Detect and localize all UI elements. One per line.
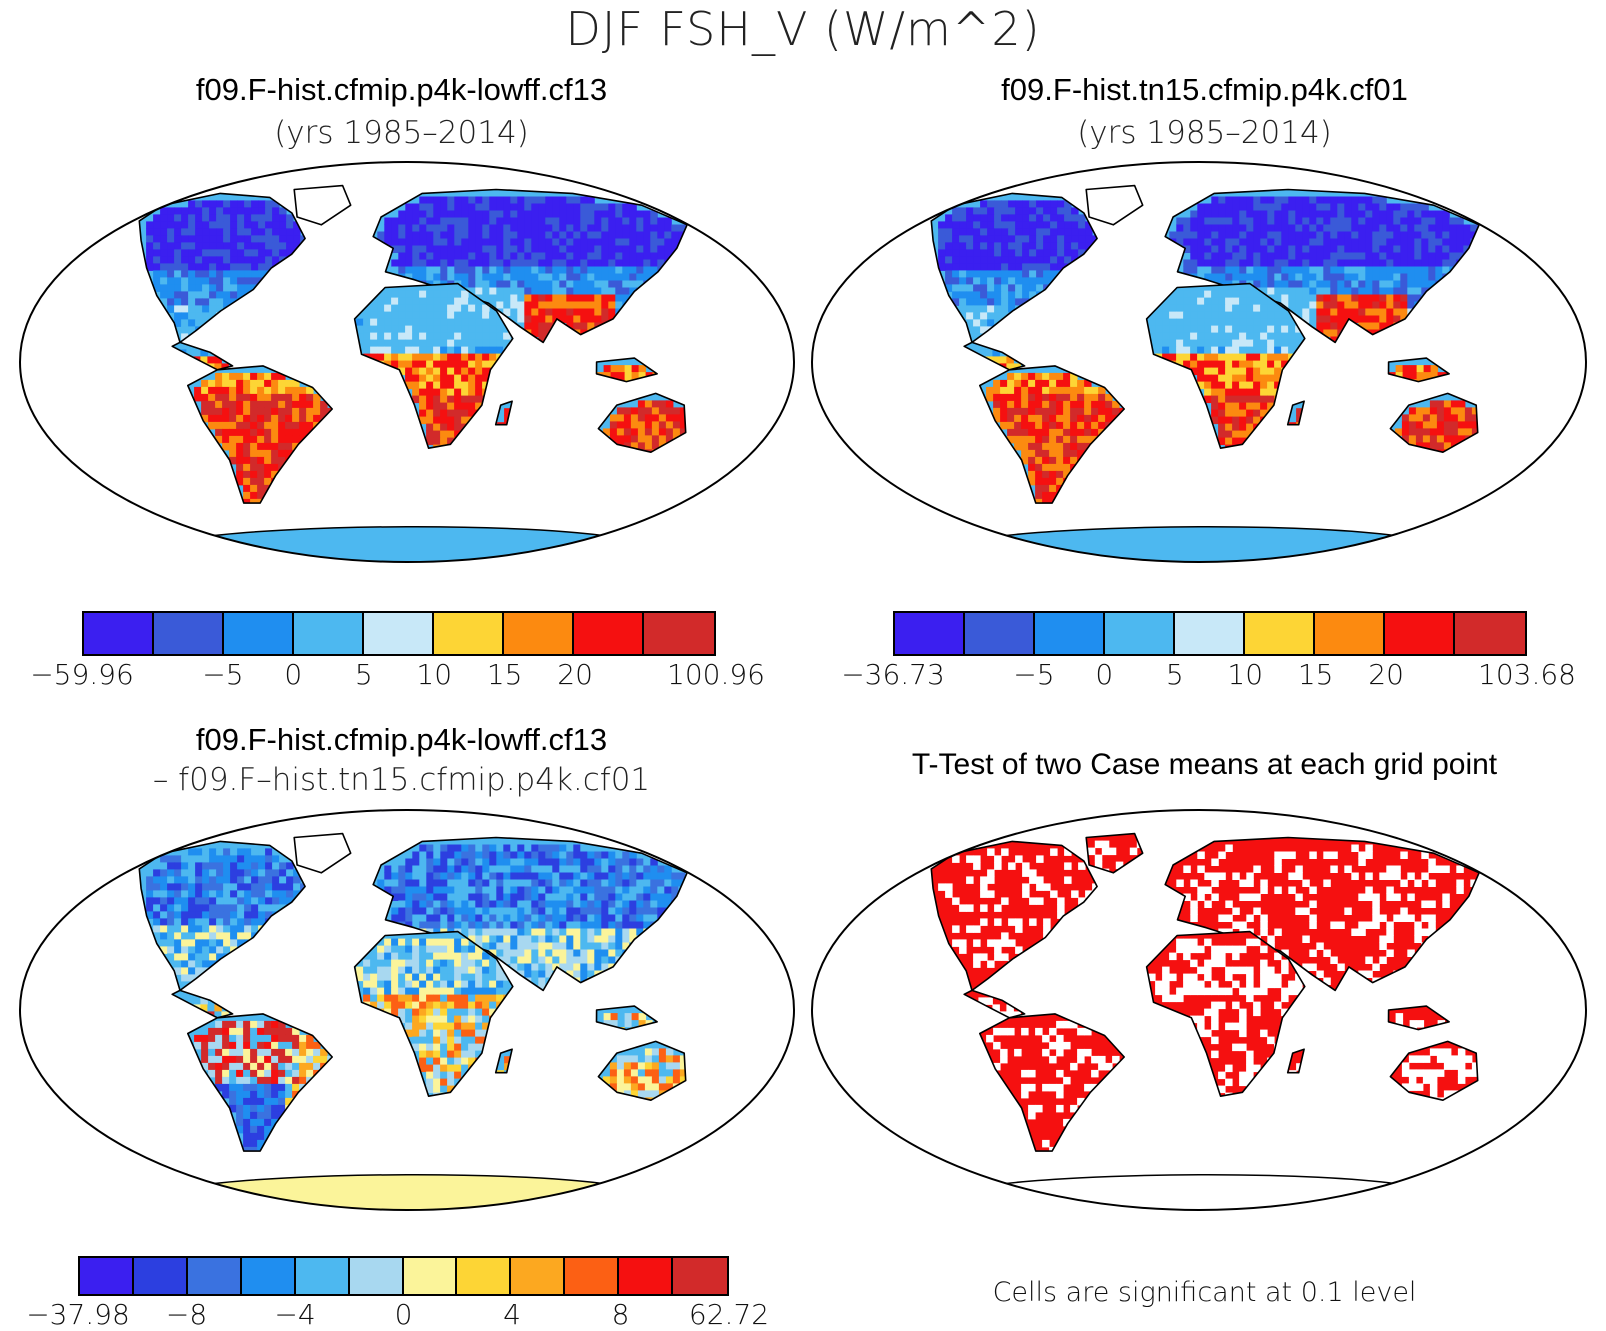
colorbar-swatch <box>1245 613 1315 654</box>
panel-case2-subtitle: (yrs 1985–2014) <box>803 115 1606 151</box>
colorbar-tick-label: 0 <box>395 1298 413 1331</box>
colorbar-swatch <box>294 613 364 654</box>
colorbar-swatch <box>1035 613 1105 654</box>
colorbar-swatch <box>134 1258 188 1294</box>
colorbar-tick-label: −4 <box>274 1298 315 1331</box>
colorbar-tick-label: −8 <box>166 1298 207 1331</box>
colorbar-case1-boxes <box>82 611 716 656</box>
map-difference <box>18 808 796 1212</box>
colorbar-swatch <box>1385 613 1455 654</box>
panel-case1-subtitle: (yrs 1985–2014) <box>0 115 803 151</box>
colorbar-tick-label: 15 <box>487 658 523 691</box>
colorbar-swatch <box>350 1258 404 1294</box>
colorbar-tick-label: 20 <box>1368 658 1404 691</box>
colorbar-swatch <box>673 1258 727 1294</box>
colorbar-swatch <box>1455 613 1525 654</box>
colorbar-swatch <box>574 613 644 654</box>
colorbar-swatch <box>1315 613 1385 654</box>
colorbar-swatch <box>644 613 714 654</box>
colorbar-tick-label: −5 <box>1013 658 1054 691</box>
colorbar-swatch <box>511 1258 565 1294</box>
colorbar-swatch <box>364 613 434 654</box>
antarctica <box>812 527 1586 564</box>
panel-ttest-title: T-Test of two Case means at each grid po… <box>803 748 1606 782</box>
colorbar-swatch <box>1105 613 1175 654</box>
colorbar-tick-label: −37.98 <box>26 1298 130 1331</box>
figure-title: DJF FSH_V (W/m^2) <box>0 2 1606 56</box>
colorbar-tick-label: 20 <box>557 658 593 691</box>
colorbar-tick-label: 103.68 <box>1478 658 1576 691</box>
colorbar-tick-label: 0 <box>284 658 302 691</box>
colorbar-tick-label: 5 <box>355 658 373 691</box>
colorbar-tick-label: 15 <box>1298 658 1334 691</box>
colorbar-swatch <box>224 613 294 654</box>
panel-diff-subtitle: – f09.F–hist.tn15.cfmip.p4k.cf01 <box>0 762 803 798</box>
colorbar-swatch <box>242 1258 296 1294</box>
colorbar-swatch <box>80 1258 134 1294</box>
panel-case2-title: f09.F-hist.tn15.cfmip.p4k.cf01 <box>803 72 1606 108</box>
colorbar-swatch <box>895 613 965 654</box>
antarctica <box>20 1175 794 1212</box>
colorbar-swatch <box>154 613 224 654</box>
colorbar-tick-label: −59.96 <box>30 658 134 691</box>
colorbar-tick-label: 100.96 <box>667 658 765 691</box>
colorbar-tick-label: 10 <box>1227 658 1263 691</box>
colorbar-swatch <box>1175 613 1245 654</box>
colorbar-tick-label: 4 <box>503 1298 521 1331</box>
map-case1 <box>18 160 796 564</box>
colorbar-swatch <box>188 1258 242 1294</box>
colorbar-swatch <box>457 1258 511 1294</box>
colorbar-swatch <box>296 1258 350 1294</box>
colorbar-case2-boxes <box>893 611 1527 656</box>
colorbar-swatch <box>504 613 574 654</box>
antarctica <box>812 1175 1586 1212</box>
colorbar-tick-label: 62.72 <box>689 1298 769 1331</box>
colorbar-swatch <box>965 613 1035 654</box>
colorbar-tick-label: 5 <box>1166 658 1184 691</box>
colorbar-swatch <box>565 1258 619 1294</box>
colorbar-swatch <box>404 1258 458 1294</box>
colorbar-tick-label: 10 <box>416 658 452 691</box>
map-case2 <box>810 160 1588 564</box>
colorbar-tick-label: 0 <box>1095 658 1113 691</box>
colorbar-swatch <box>619 1258 673 1294</box>
map-ttest <box>810 808 1588 1212</box>
colorbar-swatch <box>434 613 504 654</box>
colorbar-tick-label: 8 <box>612 1298 630 1331</box>
colorbar-difference-boxes <box>78 1256 729 1296</box>
significance-note: Cells are significant at 0.1 level <box>803 1277 1606 1308</box>
antarctica <box>20 527 794 564</box>
panel-case1-title: f09.F-hist.cfmip.p4k-lowff.cf13 <box>0 72 803 108</box>
colorbar-tick-label: −36.73 <box>841 658 945 691</box>
colorbar-tick-label: −5 <box>202 658 243 691</box>
colorbar-swatch <box>84 613 154 654</box>
panel-diff-title: f09.F-hist.cfmip.p4k-lowff.cf13 <box>0 722 803 758</box>
